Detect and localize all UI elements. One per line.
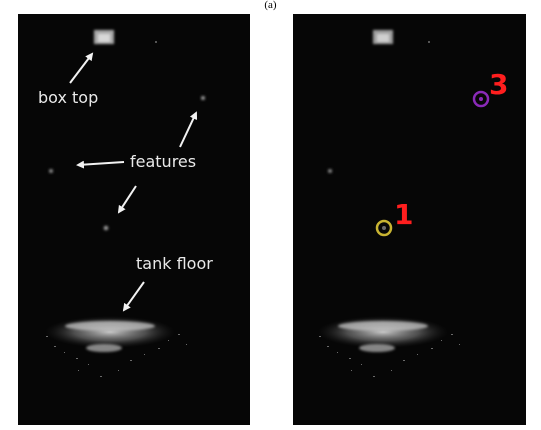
- feature-return: [49, 169, 53, 173]
- sonar-image-right-canvas: 1 3: [318, 30, 508, 377]
- tank-floor-return: [318, 316, 460, 377]
- sonar-image-right: 1 3: [293, 14, 526, 425]
- box-top-return: [373, 30, 393, 44]
- feature-return: [103, 225, 109, 231]
- box-top-return: [94, 30, 114, 44]
- marker-ring: [472, 90, 490, 108]
- label-tank-floor: tank floor: [136, 254, 213, 273]
- arrow-to-feature-left: [76, 160, 125, 169]
- arrow-to-feature-lower: [117, 185, 137, 214]
- label-box-top: box top: [38, 88, 98, 107]
- sonar-image-left-canvas: box top features tank floor: [38, 30, 213, 377]
- marker-number-1: 1: [394, 198, 413, 231]
- label-features: features: [130, 152, 196, 171]
- arrow-to-feature-upper-right: [179, 111, 198, 148]
- marker-center-return: [382, 226, 386, 230]
- marker-center-return: [479, 97, 483, 101]
- marker-number-3: 3: [489, 68, 508, 101]
- tracked-feature-marker-1: 1: [375, 198, 413, 237]
- tank-floor-return: [45, 316, 187, 377]
- figure-caption: (a): [264, 0, 277, 11]
- arrow-to-tank-floor: [122, 281, 145, 312]
- feature-return: [201, 96, 205, 100]
- tracked-feature-marker-3: 3: [472, 68, 508, 108]
- arrow-to-box-top: [69, 52, 94, 84]
- sonar-image-left: box top features tank floor: [18, 14, 250, 425]
- marker-ring: [375, 219, 393, 237]
- feature-return: [328, 169, 332, 173]
